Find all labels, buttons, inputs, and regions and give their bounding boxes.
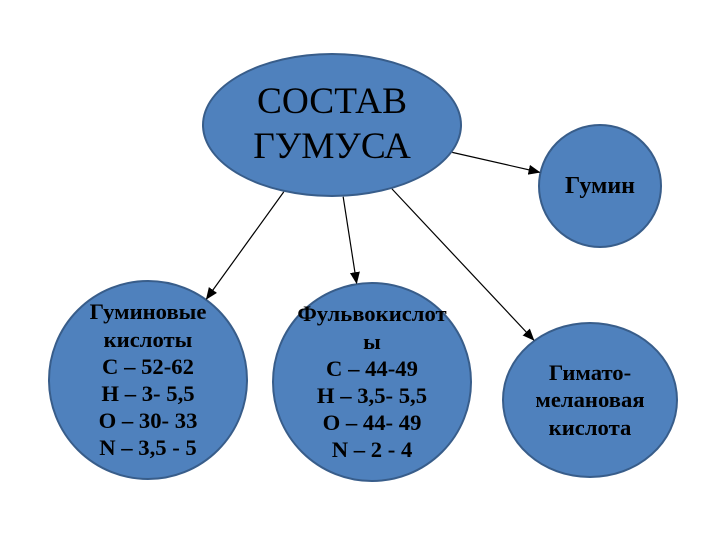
text-title_lines-line-0: СОСТАВ bbox=[257, 80, 407, 125]
node-hymato: Гимато-мелановаякислота bbox=[502, 322, 678, 478]
node-gumin: Гумин bbox=[538, 124, 662, 248]
text-humic_lines-line-4: О – 30- 33 bbox=[99, 407, 198, 434]
arrow-title-to-gumin bbox=[452, 152, 539, 172]
text-humic_lines-line-0: Гуминовые bbox=[90, 298, 207, 325]
arrow-title-to-humic bbox=[207, 192, 284, 299]
diagram-stage: СОСТАВГУМУСА Гумин ГуминовыекислотыС – 5… bbox=[0, 0, 720, 540]
text-fulvic_lines-line-1: ы bbox=[363, 328, 381, 355]
text-humic_lines-line-1: кислоты bbox=[104, 326, 193, 353]
text-fulvic_lines-line-3: Н – 3,5- 5,5 bbox=[317, 382, 427, 409]
text-humic_lines-line-3: Н – 3- 5,5 bbox=[101, 380, 194, 407]
text-fulvic_lines-line-5: N – 2 - 4 bbox=[332, 436, 413, 463]
text-fulvic_lines-line-2: С – 44-49 bbox=[326, 355, 418, 382]
text-humic_lines-line-2: С – 52-62 bbox=[102, 353, 194, 380]
node-fulvic: ФульвокислотыС – 44-49Н – 3,5- 5,5О – 44… bbox=[272, 282, 472, 482]
text-fulvic_lines-line-4: О – 44- 49 bbox=[323, 409, 422, 436]
text-humic_lines-line-5: N – 3,5 - 5 bbox=[99, 434, 197, 461]
text-hymato_lines-line-0: Гимато- bbox=[549, 359, 631, 386]
node-title: СОСТАВГУМУСА bbox=[202, 53, 462, 197]
text-hymato_lines-line-2: кислота bbox=[549, 414, 632, 441]
arrow-title-to-fulvic bbox=[343, 197, 356, 283]
node-humic: ГуминовыекислотыС – 52-62Н – 3- 5,5О – 3… bbox=[48, 280, 248, 480]
gumin-label: Гумин bbox=[565, 172, 635, 201]
text-hymato_lines-line-1: мелановая bbox=[535, 386, 644, 413]
text-fulvic_lines-line-0: Фульвокислот bbox=[297, 300, 446, 327]
text-title_lines-line-1: ГУМУСА bbox=[253, 125, 411, 170]
